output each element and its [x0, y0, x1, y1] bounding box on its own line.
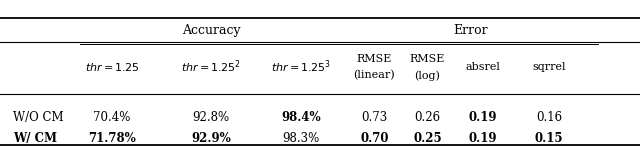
- Text: (log): (log): [415, 70, 440, 81]
- Text: 0.19: 0.19: [469, 111, 497, 124]
- Text: 0.26: 0.26: [415, 111, 440, 124]
- Text: $\mathit{thr}=1.25^2$: $\mathit{thr}=1.25^2$: [181, 59, 241, 76]
- Text: 98.3%: 98.3%: [282, 132, 319, 145]
- Text: 71.78%: 71.78%: [88, 132, 136, 145]
- Text: RMSE: RMSE: [356, 54, 392, 64]
- Text: 0.15: 0.15: [535, 132, 563, 145]
- Text: $\mathit{thr}=1.25^3$: $\mathit{thr}=1.25^3$: [271, 59, 331, 76]
- Text: 98.4%: 98.4%: [281, 111, 321, 124]
- Text: 0.19: 0.19: [469, 132, 497, 145]
- Text: W/ CM: W/ CM: [13, 132, 57, 145]
- Text: RMSE: RMSE: [410, 54, 445, 64]
- Text: Accuracy: Accuracy: [182, 24, 241, 37]
- Text: sqrrel: sqrrel: [532, 62, 566, 72]
- Text: absrel: absrel: [466, 62, 500, 72]
- Text: W/O CM: W/O CM: [13, 111, 63, 124]
- Text: (linear): (linear): [353, 70, 396, 81]
- Text: 0.16: 0.16: [536, 111, 562, 124]
- Text: 92.9%: 92.9%: [191, 132, 231, 145]
- Text: $\mathit{thr}=1.25$: $\mathit{thr}=1.25$: [84, 61, 140, 73]
- Text: 0.25: 0.25: [413, 132, 442, 145]
- Text: 0.73: 0.73: [361, 111, 388, 124]
- Text: 70.4%: 70.4%: [93, 111, 131, 124]
- Text: 92.8%: 92.8%: [193, 111, 230, 124]
- Text: 0.70: 0.70: [360, 132, 388, 145]
- Text: Error: Error: [453, 24, 488, 37]
